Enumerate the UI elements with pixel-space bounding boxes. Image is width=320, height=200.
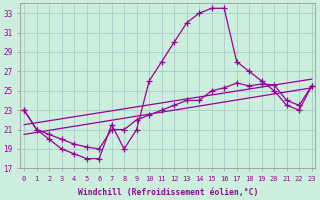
X-axis label: Windchill (Refroidissement éolien,°C): Windchill (Refroidissement éolien,°C) (78, 188, 258, 197)
